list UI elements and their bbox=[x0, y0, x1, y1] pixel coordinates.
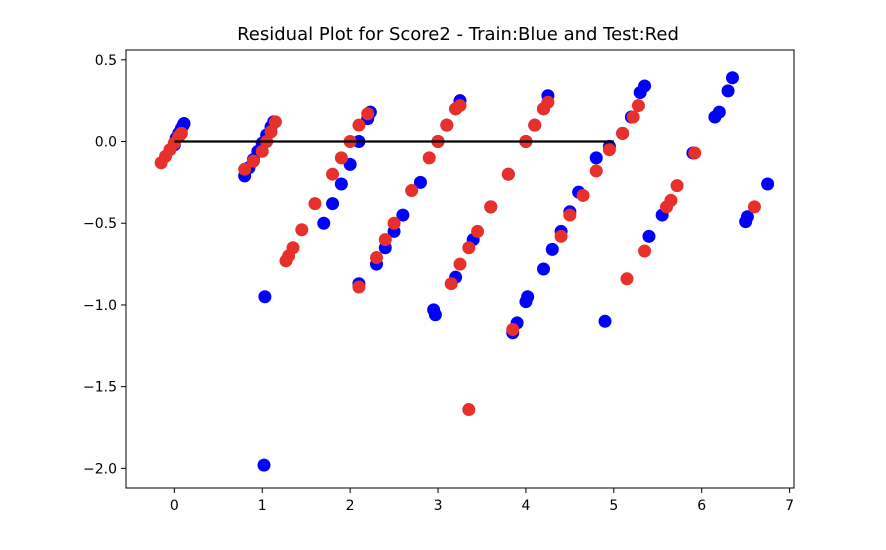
data-point bbox=[642, 229, 656, 243]
data-point bbox=[174, 126, 188, 140]
x-tick-label: 0 bbox=[170, 498, 179, 514]
data-point bbox=[576, 188, 590, 202]
data-point bbox=[631, 99, 645, 113]
data-point bbox=[589, 164, 603, 178]
x-tick-label: 1 bbox=[258, 498, 267, 514]
y-tick-label: −2.0 bbox=[83, 461, 117, 477]
data-point bbox=[484, 200, 498, 214]
data-point bbox=[528, 118, 542, 132]
data-point bbox=[462, 241, 476, 255]
data-point bbox=[537, 262, 550, 276]
data-point bbox=[541, 95, 555, 109]
x-tick-label: 3 bbox=[434, 498, 443, 514]
y-tick-label: −0.5 bbox=[83, 216, 117, 232]
data-point bbox=[361, 107, 375, 121]
data-point bbox=[501, 167, 515, 181]
data-point bbox=[255, 144, 269, 158]
data-point bbox=[177, 117, 191, 131]
data-point bbox=[378, 233, 392, 247]
data-point bbox=[670, 179, 684, 193]
data-point bbox=[598, 314, 612, 328]
data-point bbox=[506, 322, 520, 336]
data-point bbox=[664, 193, 678, 207]
data-point bbox=[352, 280, 366, 294]
data-point bbox=[453, 257, 467, 271]
data-point bbox=[747, 200, 761, 214]
data-point bbox=[626, 110, 640, 124]
data-point bbox=[258, 290, 272, 304]
data-point bbox=[471, 224, 485, 238]
data-point bbox=[422, 151, 436, 165]
data-point bbox=[413, 175, 427, 189]
data-point bbox=[295, 223, 309, 237]
data-point bbox=[286, 241, 300, 255]
data-point bbox=[638, 79, 652, 93]
plot-area bbox=[154, 71, 775, 472]
data-point bbox=[616, 126, 630, 140]
data-point bbox=[688, 146, 702, 160]
data-point bbox=[238, 162, 252, 176]
data-point bbox=[563, 208, 577, 222]
data-point bbox=[453, 99, 467, 113]
data-point bbox=[444, 277, 458, 291]
plot-frame bbox=[125, 49, 795, 489]
data-point bbox=[405, 184, 419, 198]
data-point bbox=[246, 154, 260, 168]
data-point bbox=[521, 290, 535, 304]
data-point bbox=[326, 197, 340, 211]
x-axis: 0 1 2 3 4 5 6 7 bbox=[170, 488, 794, 514]
data-point bbox=[370, 251, 383, 265]
data-point bbox=[602, 143, 616, 157]
data-point bbox=[740, 210, 754, 224]
data-point bbox=[725, 71, 739, 85]
data-point bbox=[638, 244, 652, 258]
data-point bbox=[712, 105, 726, 119]
x-tick-label: 7 bbox=[785, 498, 794, 514]
data-point bbox=[554, 229, 568, 243]
data-point bbox=[387, 216, 401, 230]
data-point bbox=[721, 84, 735, 98]
series-1 bbox=[154, 95, 761, 417]
data-point bbox=[334, 177, 348, 191]
data-point bbox=[308, 197, 322, 211]
x-tick-label: 5 bbox=[609, 498, 618, 514]
data-point bbox=[317, 216, 331, 230]
y-tick-label: −1.5 bbox=[83, 380, 117, 396]
x-tick-label: 4 bbox=[521, 498, 530, 514]
data-point bbox=[428, 308, 442, 322]
data-point bbox=[589, 151, 603, 165]
data-point bbox=[264, 125, 278, 139]
data-point bbox=[620, 272, 634, 286]
y-axis: 0.5 0.0 −0.5 −1.0 −1.5 −2.0 bbox=[83, 53, 126, 477]
chart-title: Residual Plot for Score2 - Train:Blue an… bbox=[237, 24, 679, 45]
data-point bbox=[440, 118, 454, 132]
data-point bbox=[334, 151, 348, 165]
data-point bbox=[761, 177, 775, 191]
data-point bbox=[268, 115, 282, 129]
y-tick-label: 0.5 bbox=[95, 53, 117, 69]
data-point bbox=[257, 458, 271, 472]
data-point bbox=[326, 167, 340, 181]
x-tick-label: 6 bbox=[697, 498, 706, 514]
y-tick-label: −1.0 bbox=[83, 298, 117, 314]
data-point bbox=[396, 208, 410, 222]
data-point bbox=[462, 403, 476, 417]
data-point bbox=[352, 118, 366, 132]
x-tick-label: 2 bbox=[346, 498, 355, 514]
data-point bbox=[545, 242, 559, 256]
y-tick-label: 0.0 bbox=[95, 135, 117, 151]
